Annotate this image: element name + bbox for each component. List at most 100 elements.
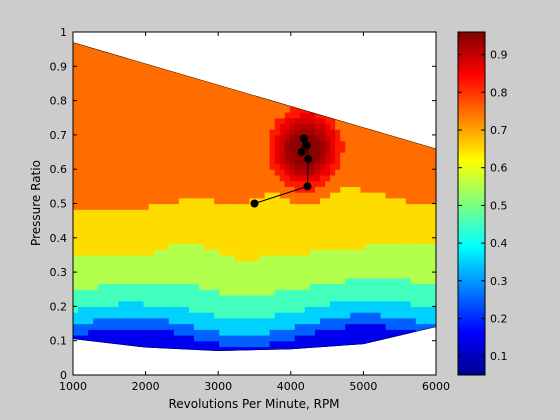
contour-cell (148, 94, 155, 102)
contour-cell (103, 260, 109, 267)
contour-cell (294, 226, 301, 233)
contour-cell (284, 174, 291, 182)
contour-cell (93, 152, 99, 159)
contour-cell (224, 163, 230, 170)
contour-cell (304, 192, 311, 199)
contour-cell (199, 266, 205, 273)
contour-cell (415, 226, 422, 233)
contour-cell (163, 94, 170, 102)
contour-cell (78, 169, 84, 176)
contour-cell (143, 329, 150, 336)
contour-cell (123, 283, 130, 290)
contour-cell (133, 260, 140, 267)
contour-cell (315, 140, 321, 147)
contour-cell (113, 157, 119, 165)
contour-cell (355, 186, 361, 193)
contour-cell (128, 106, 135, 113)
contour-cell (335, 266, 341, 273)
contour-cell (178, 106, 185, 113)
contour-cell (284, 146, 291, 153)
contour-cell (274, 300, 281, 307)
contour-cell (118, 334, 125, 342)
contour-cell (209, 243, 215, 250)
contour-cell (390, 260, 397, 267)
contour-cell (315, 300, 321, 307)
contour-cell (259, 209, 266, 216)
contour-cell (390, 214, 397, 222)
contour-cell (148, 186, 155, 193)
contour-cell (168, 134, 175, 142)
contour-cell (153, 66, 160, 73)
contour-cell (370, 277, 377, 285)
contour-cell (345, 214, 351, 222)
contour-cell (209, 312, 215, 319)
contour-cell (360, 249, 367, 256)
contour-cell (239, 197, 246, 205)
contour-cell (143, 134, 150, 142)
contour-cell (118, 226, 125, 233)
contour-cell (199, 232, 205, 239)
contour-cell (320, 300, 326, 307)
contour-cell (98, 117, 104, 125)
contour-cell (254, 266, 261, 273)
contour-cell (128, 266, 135, 273)
contour-cell (294, 317, 301, 325)
contour-cell (158, 243, 165, 250)
contour-cell (395, 192, 402, 199)
contour-cell (103, 243, 109, 250)
contour-cell (330, 152, 336, 159)
contour-cell (330, 192, 336, 199)
contour-cell (128, 197, 135, 205)
contour-cell (315, 334, 321, 342)
contour-cell (400, 254, 407, 262)
contour-cell (214, 277, 220, 285)
contour-cell (390, 140, 397, 147)
contour-cell (88, 49, 94, 56)
contour-cell (153, 334, 160, 342)
contour-cell (365, 254, 372, 262)
contour-cell (360, 317, 367, 325)
contour-cell (244, 243, 251, 250)
contour-cell (425, 152, 432, 159)
contour-cell (178, 266, 185, 273)
contour-cell (98, 123, 104, 130)
contour-cell (163, 123, 170, 130)
contour-cell (430, 323, 436, 330)
contour-cell (204, 340, 210, 348)
contour-cell (234, 237, 240, 245)
contour-cell (299, 283, 306, 290)
contour-cell (405, 214, 412, 222)
contour-cell (345, 186, 351, 193)
contour-cell (294, 220, 301, 227)
contour-cell (244, 117, 251, 125)
contour-cell (345, 312, 351, 319)
contour-cell (400, 192, 407, 199)
contour-cell (194, 323, 200, 330)
contour-cell (254, 169, 261, 176)
contour-cell (254, 283, 261, 290)
contour-cell (183, 146, 190, 153)
contour-cell (88, 334, 94, 342)
contour-cell (78, 192, 84, 199)
contour-cell (264, 209, 271, 216)
contour-cell (118, 289, 125, 296)
contour-cell (143, 243, 150, 250)
contour-cell (83, 306, 89, 313)
contour-cell (249, 146, 256, 153)
contour-cell (173, 169, 180, 176)
contour-cell (153, 94, 160, 102)
contour-cell (320, 237, 326, 245)
contour-cell (320, 146, 326, 153)
contour-cell (400, 249, 407, 256)
contour-cell (355, 163, 361, 170)
contour-cell (83, 203, 89, 210)
contour-cell (143, 140, 150, 147)
contour-cell (229, 169, 235, 176)
contour-cell (73, 43, 79, 50)
contour-cell (138, 272, 145, 279)
contour-cell (143, 294, 150, 302)
contour-cell (183, 277, 190, 285)
contour-cell (78, 260, 84, 267)
contour-cell (320, 317, 326, 325)
contour-cell (214, 283, 220, 290)
